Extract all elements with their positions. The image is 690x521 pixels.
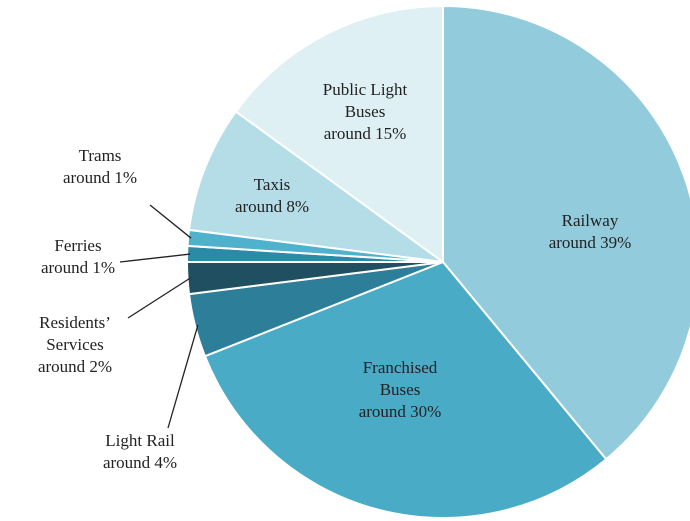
category-label: Light Rail bbox=[105, 431, 175, 450]
value-label: around 1% bbox=[62, 168, 138, 187]
category-label: Railway bbox=[561, 211, 619, 230]
slice-label: Trams around 1% bbox=[45, 145, 155, 189]
slice-label: Taxis around 8% bbox=[217, 174, 327, 218]
value-label: around 8% bbox=[234, 197, 310, 216]
slice-label: Railway around 39% bbox=[525, 210, 655, 254]
pie-slice bbox=[442, 4, 690, 461]
category-label: Ferries bbox=[54, 236, 102, 255]
value-label: around 30% bbox=[358, 402, 442, 421]
pie-slice bbox=[234, 4, 444, 264]
value-label: around 15% bbox=[323, 124, 407, 143]
pie-slice bbox=[187, 110, 444, 263]
pie-slice bbox=[203, 260, 608, 519]
leader-line bbox=[149, 204, 192, 239]
category-label: Taxis bbox=[253, 175, 291, 194]
leader-line bbox=[167, 324, 199, 429]
category-label: Residents’ Services bbox=[39, 313, 111, 354]
slice-label: Residents’ Services around 2% bbox=[20, 312, 130, 378]
category-label: Trams bbox=[78, 146, 122, 165]
category-label: Public Light Buses bbox=[322, 80, 408, 121]
slice-label: Public Light Buses around 15% bbox=[305, 79, 425, 145]
value-label: around 4% bbox=[102, 453, 178, 472]
value-label: around 1% bbox=[40, 258, 116, 277]
leader-line bbox=[119, 253, 191, 263]
slice-label: Ferries around 1% bbox=[23, 235, 133, 279]
value-label: around 2% bbox=[37, 357, 113, 376]
category-label: Franchised Buses bbox=[362, 358, 438, 399]
slice-label: Light Rail around 4% bbox=[80, 430, 200, 474]
leader-line bbox=[127, 277, 191, 319]
slice-label: Franchised Buses around 30% bbox=[345, 357, 455, 423]
value-label: around 39% bbox=[548, 233, 632, 252]
